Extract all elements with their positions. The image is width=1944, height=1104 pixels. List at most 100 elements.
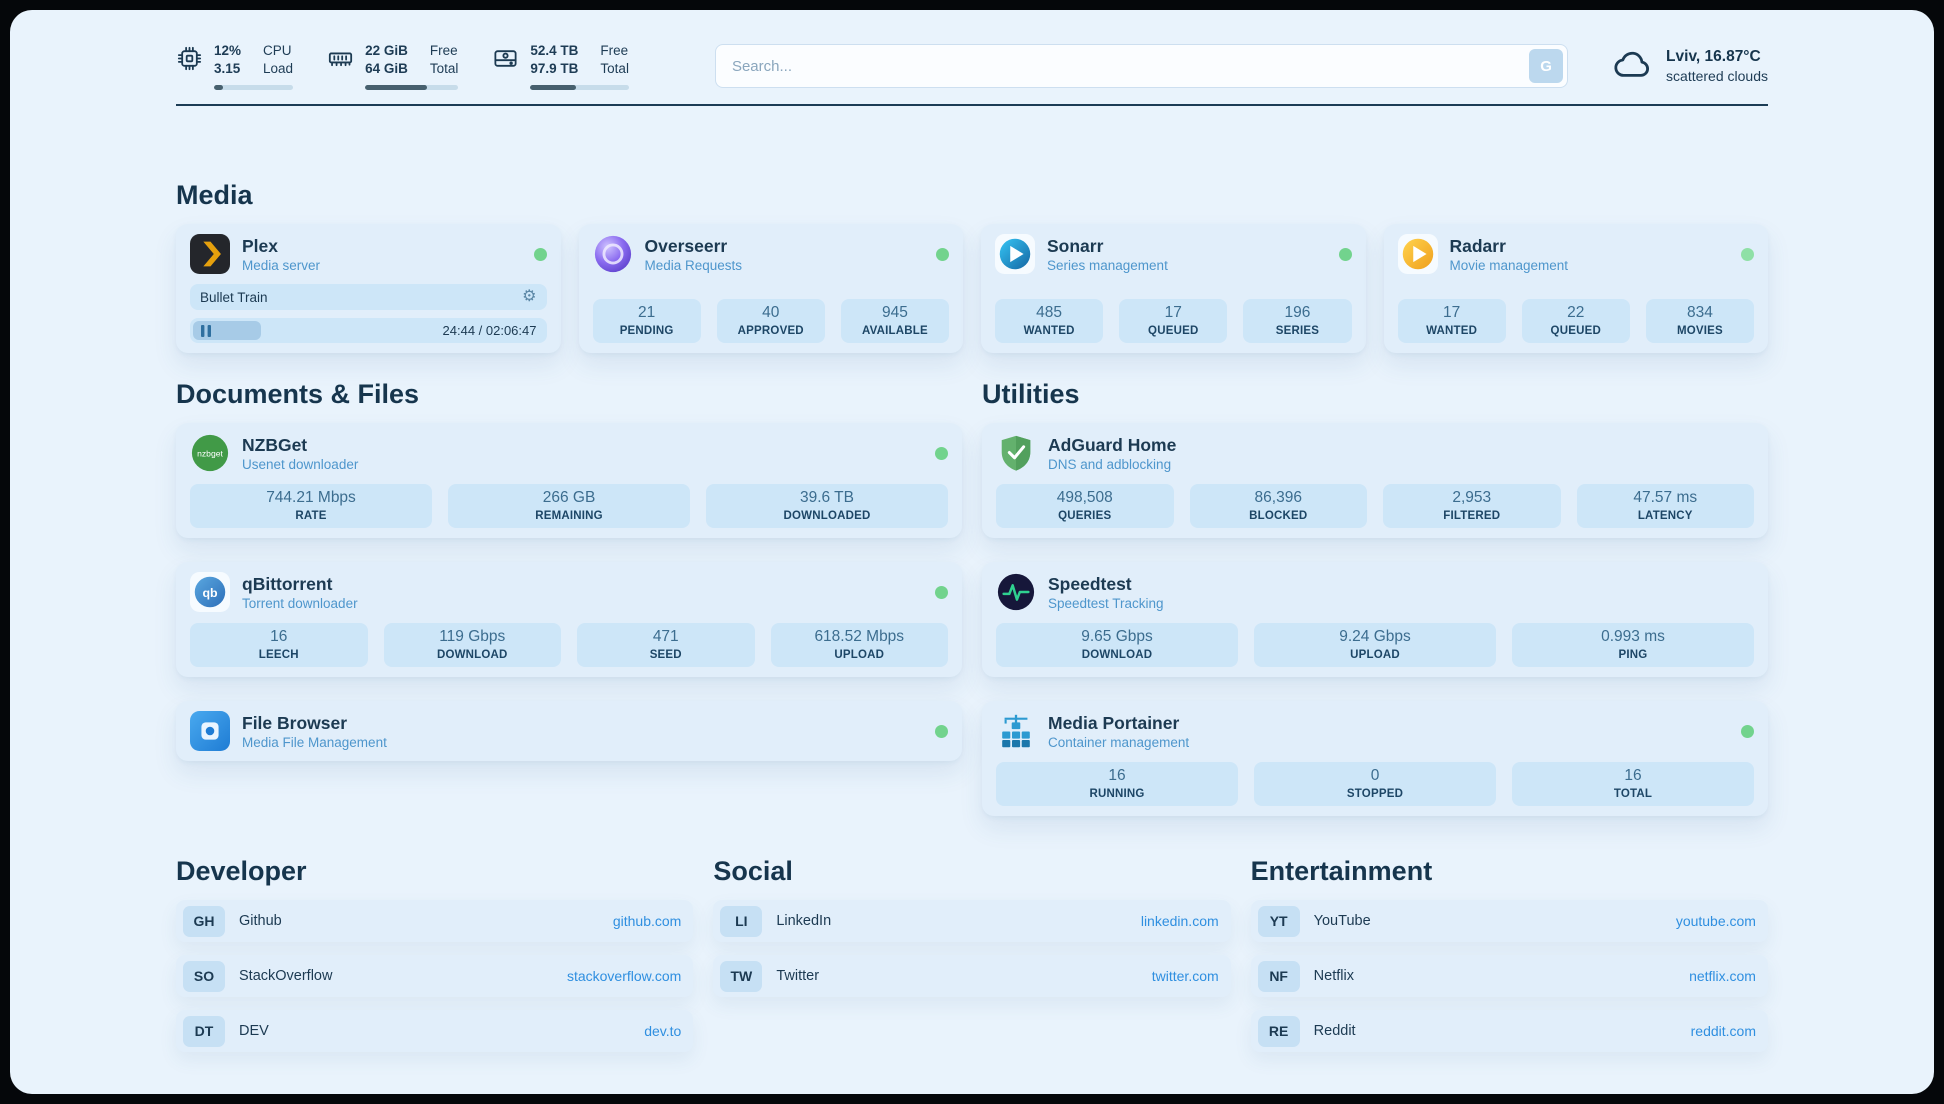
nzbget-name: NZBGet xyxy=(242,434,308,455)
bookmark-github[interactable]: GH Github github.com xyxy=(176,900,694,943)
speedtest-stat-ping: 0.993 ms PING xyxy=(1512,623,1754,668)
filebrowser-name: File Browser xyxy=(242,712,348,733)
netflix-url[interactable]: netflix.com xyxy=(1689,968,1756,985)
youtube-tag: YT xyxy=(1257,905,1300,937)
ram-total-value: 64 GiB xyxy=(365,61,408,77)
qbittorrent-stat-leech: 16 LEECH xyxy=(190,623,368,668)
radarr-name: Radarr xyxy=(1449,235,1506,256)
disk-progress-fill xyxy=(530,85,576,91)
speedtest-subtitle: Speedtest Tracking xyxy=(1048,596,1164,611)
radarr-card[interactable]: Radarr Movie management 17 WANTED 22 QUE… xyxy=(1383,224,1768,354)
portainer-card[interactable]: Media Portainer Container management 16 … xyxy=(982,701,1768,817)
disk-free-label: Free xyxy=(600,43,629,58)
cpu-progress-bar xyxy=(214,85,294,91)
stackoverflow-name: StackOverflow xyxy=(239,968,333,985)
sonarr-icon xyxy=(995,234,1035,275)
plex-subtitle: Media server xyxy=(242,258,321,273)
nzbget-card[interactable]: nzbget NZBGet Usenet downloader 744.21 M… xyxy=(176,423,962,539)
linkedin-url[interactable]: linkedin.com xyxy=(1140,913,1219,930)
bookmark-netflix[interactable]: NF Netflix netflix.com xyxy=(1250,955,1768,998)
sonarr-stat-queued: 17 QUEUED xyxy=(1119,299,1228,344)
dev-tag: DT xyxy=(183,1015,225,1047)
cloud-icon xyxy=(1612,43,1654,90)
twitter-url[interactable]: twitter.com xyxy=(1151,968,1219,985)
plex-playback-time: 24:44 / 02:06:47 xyxy=(442,323,537,339)
adguard-subtitle: DNS and adblocking xyxy=(1048,457,1172,472)
overseerr-stat-available: 945 AVAILABLE xyxy=(840,299,950,344)
nzbget-status-dot xyxy=(935,446,948,460)
twitter-tag: TW xyxy=(720,960,763,992)
cpu-load-label: Load xyxy=(263,61,294,77)
search-engine-button[interactable]: G xyxy=(1529,49,1564,84)
github-url[interactable]: github.com xyxy=(612,913,682,930)
youtube-name: YouTube xyxy=(1313,913,1371,930)
adguard-stat-blocked: 86,396 BLOCKED xyxy=(1189,484,1367,529)
weather-condition: scattered clouds xyxy=(1666,68,1768,85)
disk-icon xyxy=(492,42,519,77)
qbittorrent-stat-upload: 618.52 Mbps UPLOAD xyxy=(770,623,948,668)
plex-name: Plex xyxy=(242,235,278,256)
nzbget-stat-rate: 744.21 Mbps RATE xyxy=(190,484,432,529)
bookmark-youtube[interactable]: YT YouTube youtube.com xyxy=(1250,900,1768,943)
github-tag: GH xyxy=(183,905,225,937)
entertainment-section: Entertainment YT YouTube youtube.com NF … xyxy=(1250,856,1768,1053)
radarr-stat-wanted: 17 WANTED xyxy=(1397,299,1506,344)
weather-widget: Lviv, 16.87°C scattered clouds xyxy=(1612,43,1768,90)
qbittorrent-subtitle: Torrent downloader xyxy=(242,596,358,611)
developer-section-title: Developer xyxy=(176,856,307,887)
filebrowser-card[interactable]: File Browser Media File Management xyxy=(176,701,962,762)
youtube-url[interactable]: youtube.com xyxy=(1675,913,1756,930)
plex-now-playing: Bullet Train ⚙︎ xyxy=(190,284,547,311)
cpu-progress-fill xyxy=(214,85,224,91)
radarr-stat-queued: 22 QUEUED xyxy=(1521,299,1630,344)
qbittorrent-name: qBittorrent xyxy=(242,573,333,594)
bookmark-dev[interactable]: DT DEV dev.to xyxy=(176,1010,694,1053)
documents-section: Documents & Files nzbget NZBGet Usenet d xyxy=(176,379,962,762)
adguard-shield-icon xyxy=(996,433,1036,473)
sonarr-stat-series: 196 SERIES xyxy=(1243,299,1352,344)
speedtest-stat-download: 9.65 Gbps DOWNLOAD xyxy=(996,623,1238,668)
dev-url[interactable]: dev.to xyxy=(644,1023,682,1040)
qbittorrent-status-dot xyxy=(935,585,948,599)
cpu-widget: 12% 3.15 CPU Load xyxy=(176,42,294,91)
plex-icon xyxy=(190,234,230,275)
sonarr-card[interactable]: Sonarr Series management 485 WANTED 17 Q… xyxy=(981,224,1366,354)
cpu-usage-value: 12% xyxy=(214,43,242,58)
media-section-title: Media xyxy=(176,180,253,211)
portainer-name: Media Portainer xyxy=(1048,712,1180,733)
qbittorrent-card[interactable]: qb qBittorrent Torrent downloader 16 LEE… xyxy=(176,562,962,678)
overseerr-stat-approved: 40 APPROVED xyxy=(716,299,825,344)
search-input[interactable] xyxy=(714,44,1569,89)
radarr-subtitle: Movie management xyxy=(1449,258,1569,273)
bookmark-twitter[interactable]: TW Twitter twitter.com xyxy=(713,955,1231,998)
disk-free-value: 52.4 TB xyxy=(530,43,579,58)
github-name: Github xyxy=(239,913,282,930)
reddit-url[interactable]: reddit.com xyxy=(1690,1023,1756,1040)
overseerr-icon xyxy=(593,234,633,274)
disk-total-value: 97.9 TB xyxy=(530,61,579,77)
overseerr-card[interactable]: Overseerr Media Requests 21 PENDING 40 A… xyxy=(578,224,963,354)
pause-icon[interactable] xyxy=(201,324,211,337)
cpu-icon xyxy=(176,42,203,77)
weather-location: Lviv, 16.87°C xyxy=(1666,48,1761,66)
speedtest-card[interactable]: Speedtest Speedtest Tracking 9.65 Gbps D… xyxy=(982,562,1768,678)
overseerr-stat-pending: 21 PENDING xyxy=(592,299,701,344)
portainer-crane-icon xyxy=(996,711,1036,751)
bookmark-linkedin[interactable]: LI LinkedIn linkedin.com xyxy=(713,900,1231,943)
sonarr-stat-wanted: 485 WANTED xyxy=(995,299,1104,344)
linkedin-name: LinkedIn xyxy=(776,913,832,930)
plex-card[interactable]: Plex Media server Bullet Train ⚙︎ xyxy=(176,224,561,354)
gear-icon[interactable]: ⚙︎ xyxy=(522,288,537,306)
stackoverflow-url[interactable]: stackoverflow.com xyxy=(566,968,682,985)
adguard-card[interactable]: AdGuard Home DNS and adblocking 498,508 … xyxy=(982,423,1768,539)
bookmark-reddit[interactable]: RE Reddit reddit.com xyxy=(1250,1010,1768,1053)
svg-text:qb: qb xyxy=(202,586,218,600)
plex-progress-bar[interactable]: 24:44 / 02:06:47 xyxy=(190,318,547,344)
search-bar: G xyxy=(714,44,1569,89)
sonarr-subtitle: Series management xyxy=(1047,258,1168,273)
reddit-tag: RE xyxy=(1257,1015,1300,1047)
cpu-label: CPU xyxy=(263,43,292,58)
bookmark-stackoverflow[interactable]: SO StackOverflow stackoverflow.com xyxy=(176,955,694,998)
nzbget-stat-remaining: 266 GB REMAINING xyxy=(448,484,690,529)
qbittorrent-stat-seed: 471 SEED xyxy=(577,623,755,668)
